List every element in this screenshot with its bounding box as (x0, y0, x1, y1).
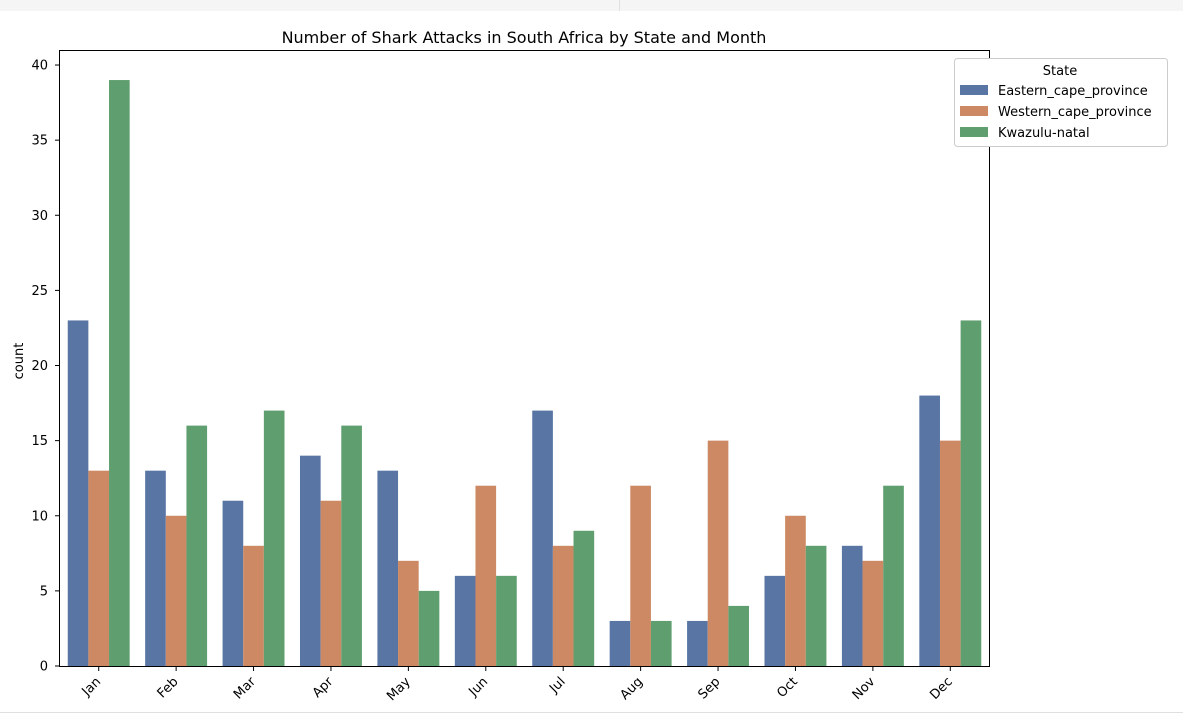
legend-swatch (960, 106, 988, 116)
plot-frame (59, 50, 990, 667)
x-tick-label-jun: Jun (466, 674, 492, 700)
bar-oct-eastern_cape_province (764, 575, 786, 666)
bar-jul-western_cape_province (552, 545, 574, 666)
bar-mar-kwazulu-natal (263, 410, 285, 666)
bar-aug-eastern_cape_province (609, 620, 631, 666)
legend: State Eastern_cape_province Western_cape_… (954, 58, 1168, 147)
bar-apr-kwazulu-natal (341, 425, 362, 666)
x-tick-label-may: May (384, 674, 414, 704)
x-tick-label-oct: Oct (774, 674, 801, 701)
legend-swatch (960, 127, 988, 137)
bar-dec-western_cape_province (939, 440, 961, 666)
bar-aug-western_cape_province (630, 485, 651, 666)
bar-nov-kwazulu-natal (883, 485, 904, 666)
bar-jun-kwazulu-natal (496, 575, 517, 666)
x-tick-label-dec: Dec (927, 674, 955, 702)
x-tick-label-nov: Nov (850, 674, 879, 703)
legend-label: Eastern_cape_province (998, 84, 1148, 99)
bar-sep-eastern_cape_province (687, 620, 708, 666)
bar-sep-kwazulu-natal (728, 605, 749, 666)
x-axis-ticks: Jan Feb Mar Apr May Jun Jul Aug Sep Oct Nov Dec (79, 666, 956, 704)
bar-apr-western_cape_province (320, 500, 342, 666)
bar-sep-western_cape_province (707, 440, 729, 666)
y-tick-label: 25 (31, 284, 48, 299)
bottom-divider (0, 712, 1183, 713)
y-tick-label: 30 (31, 209, 48, 224)
y-tick-label: 20 (31, 359, 48, 374)
y-tick-label: 10 (31, 509, 48, 524)
x-tick-label-jan: Jan (79, 674, 104, 699)
bar-nov-eastern_cape_province (841, 545, 863, 666)
bars-layer (67, 80, 982, 667)
y-axis-label: count (12, 343, 27, 380)
bar-mar-western_cape_province (243, 545, 264, 666)
bar-oct-kwazulu-natal (805, 545, 827, 666)
x-tick-label-mar: Mar (231, 674, 259, 702)
bar-nov-western_cape_province (862, 560, 884, 666)
bar-jan-eastern_cape_province (67, 320, 89, 666)
legend-swatch (960, 85, 988, 95)
x-tick-label-apr: Apr (310, 674, 337, 701)
y-axis-ticks: 0 5 10 15 20 25 30 35 40 (31, 59, 60, 675)
toolbar-divider (619, 0, 620, 11)
top-toolbar-strip (0, 0, 1183, 11)
bar-mar-eastern_cape_province (222, 500, 244, 666)
y-tick-label: 40 (31, 59, 48, 74)
bar-feb-western_cape_province (165, 515, 187, 666)
bar-may-western_cape_province (398, 560, 419, 666)
bar-feb-eastern_cape_province (145, 470, 166, 666)
bar-dec-kwazulu-natal (960, 320, 982, 666)
bar-jun-eastern_cape_province (454, 575, 476, 666)
x-tick-label-aug: Aug (617, 674, 646, 703)
legend-label: Kwazulu-natal (998, 126, 1090, 141)
bar-may-kwazulu-natal (418, 590, 440, 666)
x-tick-label-sep: Sep (696, 674, 724, 702)
bar-jul-kwazulu-natal (573, 530, 595, 666)
y-tick-label: 35 (31, 134, 48, 149)
bar-apr-eastern_cape_province (299, 455, 321, 666)
legend-label: Western_cape_province (998, 105, 1152, 120)
bar-jun-western_cape_province (475, 485, 497, 666)
y-tick-label: 0 (40, 660, 48, 675)
bar-feb-kwazulu-natal (186, 425, 208, 666)
bar-oct-western_cape_province (785, 515, 806, 666)
x-tick-label-jul: Jul (546, 674, 568, 696)
legend-box (954, 58, 1168, 147)
chart-title: Number of Shark Attacks in South Africa … (282, 28, 767, 47)
bar-may-eastern_cape_province (377, 470, 399, 666)
bar-jan-kwazulu-natal (109, 80, 130, 667)
y-tick-label: 5 (40, 584, 48, 599)
legend-title: State (1043, 64, 1077, 79)
bar-aug-kwazulu-natal (650, 620, 672, 666)
x-tick-label-feb: Feb (155, 674, 182, 701)
y-tick-label: 15 (31, 434, 48, 449)
bar-jul-eastern_cape_province (532, 410, 553, 666)
legend-items: Eastern_cape_province Western_cape_provin… (960, 84, 1152, 141)
bar-dec-eastern_cape_province (919, 395, 940, 666)
bar-jan-western_cape_province (88, 470, 110, 666)
